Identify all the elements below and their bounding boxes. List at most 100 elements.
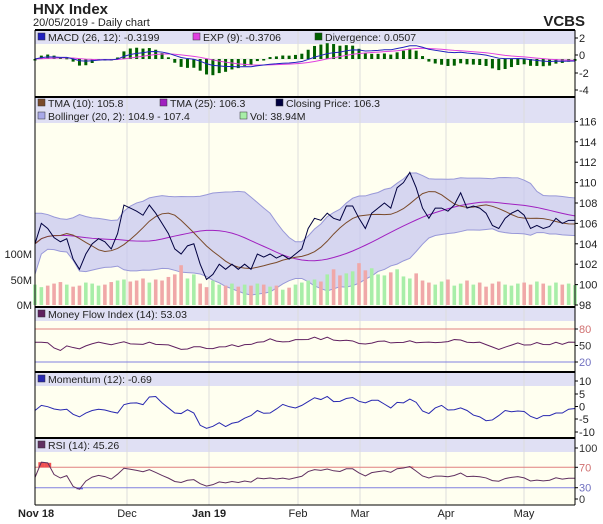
y-tick-label: 106 bbox=[579, 218, 597, 230]
macd-line bbox=[34, 45, 576, 68]
panel-legend-band bbox=[35, 97, 575, 123]
volume-bar bbox=[535, 281, 539, 305]
volume-bar bbox=[363, 270, 368, 305]
x-tick-label: Apr bbox=[437, 508, 454, 520]
volume-bar bbox=[566, 283, 571, 305]
volume-bar bbox=[58, 282, 63, 305]
legend-label: MACD (26, 12): -0.3199 bbox=[48, 32, 160, 44]
panel-legend-band bbox=[35, 438, 575, 452]
divergence-bar bbox=[65, 57, 69, 60]
legend-swatch bbox=[314, 32, 323, 41]
legend-label: Momentum (12): -0.69 bbox=[48, 374, 152, 386]
volume-bar bbox=[230, 283, 234, 305]
legend-label: TMA (25): 106.3 bbox=[170, 98, 245, 110]
volume-bar bbox=[280, 289, 285, 305]
divergence-bar bbox=[71, 59, 75, 62]
y-tick-label: 50 bbox=[579, 341, 591, 353]
legend-swatch bbox=[37, 111, 46, 120]
divergence-bar bbox=[293, 54, 297, 59]
x-tick-label: Nov 18 bbox=[18, 508, 54, 520]
divergence-bar bbox=[84, 59, 88, 66]
divergence-bar bbox=[185, 59, 189, 68]
divergence-bar bbox=[211, 59, 215, 76]
divergence-bar bbox=[249, 59, 253, 65]
divergence-bar bbox=[230, 59, 234, 70]
legend-swatch bbox=[275, 98, 284, 107]
divergence-bar bbox=[516, 59, 520, 65]
divergence-bar bbox=[484, 59, 488, 66]
volume-bar bbox=[452, 285, 457, 305]
chart-title: HNX Index bbox=[33, 1, 109, 18]
volume-bar bbox=[306, 280, 310, 305]
volume-bar bbox=[45, 285, 50, 305]
divergence-bar bbox=[287, 55, 291, 59]
volume-bar bbox=[522, 282, 526, 305]
divergence-bar bbox=[497, 59, 501, 71]
y-tick-label: 0 bbox=[579, 402, 585, 414]
y-tick-label: 10 bbox=[579, 376, 591, 388]
y-tick-label: 20 bbox=[579, 357, 591, 369]
rsi-overbought-fill bbox=[38, 462, 45, 468]
y-tick-label: 70 bbox=[579, 462, 591, 474]
divergence-bar bbox=[446, 59, 450, 66]
volume-bar bbox=[103, 284, 107, 305]
y-tick-label: 112 bbox=[579, 157, 597, 169]
divergence-bar bbox=[179, 59, 183, 67]
rsi-line bbox=[34, 461, 575, 490]
volume-bar bbox=[554, 282, 558, 305]
divergence-bar bbox=[274, 56, 278, 59]
volume-bar bbox=[528, 284, 533, 305]
divergence-bar bbox=[509, 59, 513, 68]
divergence-bar bbox=[147, 48, 151, 59]
volume-bar bbox=[414, 273, 418, 305]
x-tick-label: Feb bbox=[289, 508, 308, 520]
y-tick-label: 0 bbox=[579, 50, 585, 62]
divergence-bar bbox=[548, 59, 552, 66]
divergence-bar bbox=[313, 45, 317, 59]
volume-bar bbox=[547, 285, 552, 305]
volume-bar bbox=[369, 268, 374, 305]
volume-bar bbox=[408, 278, 412, 305]
divergence-bar bbox=[471, 59, 475, 65]
divergence-bar bbox=[268, 57, 272, 59]
legend-swatch bbox=[159, 98, 168, 107]
volume-bar bbox=[287, 287, 291, 305]
legend-swatch bbox=[37, 374, 46, 383]
volume-bar bbox=[395, 269, 399, 305]
x-tick-label: May bbox=[514, 508, 535, 520]
volume-bar bbox=[141, 278, 145, 305]
divergence-bar bbox=[535, 59, 539, 66]
divergence-bar bbox=[389, 54, 393, 59]
divergence-bar bbox=[395, 52, 399, 59]
divergence-bar bbox=[363, 53, 367, 59]
y-tick-label: 2 bbox=[579, 33, 585, 45]
volume-bar bbox=[350, 271, 355, 305]
legend-swatch bbox=[192, 32, 201, 41]
closing-price-line bbox=[34, 171, 575, 281]
volume-bar bbox=[446, 279, 450, 305]
volume-bar bbox=[52, 283, 56, 305]
divergence-bar bbox=[319, 44, 323, 59]
divergence-bar bbox=[401, 50, 405, 59]
divergence-bar bbox=[503, 59, 507, 70]
y-tick-label: -2 bbox=[579, 68, 589, 80]
divergence-bar bbox=[421, 56, 425, 59]
divergence-bar bbox=[262, 58, 266, 61]
volume-bar bbox=[325, 274, 330, 305]
panel-legend-band bbox=[35, 307, 575, 321]
y-tick-label: 0 bbox=[579, 494, 585, 506]
divergence-bar bbox=[490, 59, 494, 69]
volume-bar bbox=[300, 282, 304, 305]
x-tick-label: Jan 19 bbox=[192, 508, 226, 520]
divergence-bar bbox=[255, 59, 259, 62]
legend-swatch bbox=[37, 309, 46, 318]
volume-bar bbox=[198, 283, 202, 305]
volume-bar bbox=[484, 286, 488, 305]
volume-bar bbox=[331, 269, 336, 305]
volume-bar bbox=[255, 283, 260, 305]
volume-bar bbox=[166, 276, 171, 305]
volume-bar bbox=[77, 285, 82, 305]
y-tick-label: 100 bbox=[579, 280, 597, 292]
divergence-bar bbox=[173, 59, 177, 63]
volume-bar bbox=[401, 276, 406, 305]
